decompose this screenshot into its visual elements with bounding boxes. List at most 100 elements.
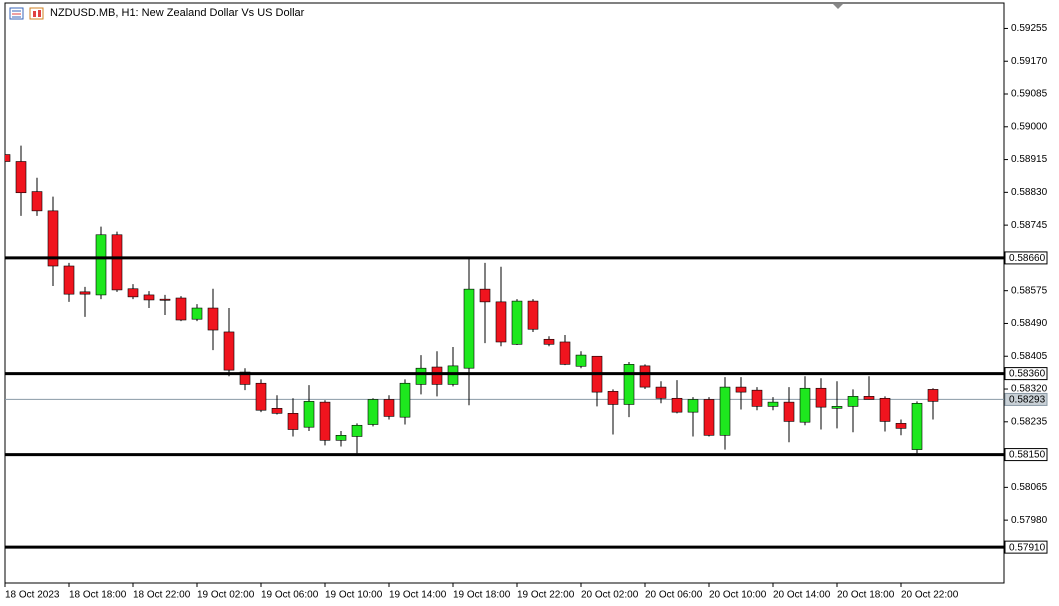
y-tick-label: 0.58830: [1011, 187, 1048, 198]
x-tick-label: 18 Oct 22:00: [133, 590, 191, 601]
y-tick-label: 0.59085: [1011, 89, 1048, 100]
x-tick-label: 18 Oct 2023: [5, 590, 60, 601]
y-tick-label: 0.58915: [1011, 154, 1048, 165]
candle-body: [47, 210, 59, 267]
y-tick-label: 0.59000: [1011, 121, 1048, 132]
shift-marker: [833, 4, 843, 9]
candle-body: [143, 294, 155, 301]
candle-body: [31, 191, 43, 212]
level-label-box: [1004, 367, 1048, 381]
y-tick-label: 0.59255: [1011, 23, 1048, 34]
candle-body: [319, 401, 331, 441]
candle-body: [15, 161, 27, 194]
plot: [5, 145, 1004, 454]
candle-body: [383, 399, 395, 417]
candle-body: [255, 382, 267, 411]
candle-body: [927, 389, 939, 402]
candle-body: [5, 154, 11, 162]
candle-body: [767, 401, 779, 407]
x-tick-label: 19 Oct 14:00: [389, 590, 447, 601]
level-label: 0.58360: [1009, 369, 1046, 380]
candle-body: [735, 386, 747, 393]
candle-body: [399, 382, 411, 418]
x-tick-label: 20 Oct 14:00: [773, 590, 831, 601]
candle-body: [511, 300, 523, 345]
candle-body: [703, 399, 715, 436]
candle-body: [863, 396, 875, 400]
level-label: 0.57910: [1009, 542, 1046, 553]
x-tick-label: 19 Oct 06:00: [261, 590, 319, 601]
current-price-box: [1004, 392, 1048, 406]
candle-body: [367, 399, 379, 425]
candle-body: [799, 387, 811, 423]
candle-body: [159, 298, 171, 301]
y-tick-label: 0.58065: [1011, 482, 1048, 493]
y-tick-label: 0.58320: [1011, 384, 1048, 395]
candle-body: [239, 371, 251, 385]
candle-body: [303, 401, 315, 428]
y-tick-label: 0.58235: [1011, 416, 1048, 427]
x-tick-label: 19 Oct 10:00: [325, 590, 383, 601]
candle-body: [879, 397, 891, 422]
current-price-label: 0.58293: [1009, 395, 1046, 406]
candle-body: [415, 367, 427, 385]
candle-body: [463, 288, 475, 369]
candle-body: [719, 386, 731, 436]
candle-body: [447, 365, 459, 385]
candle-body: [207, 307, 219, 331]
y-tick-label: 0.58490: [1011, 318, 1048, 329]
x-tick-label: 18 Oct 18:00: [69, 590, 127, 601]
level-label: 0.58150: [1009, 450, 1046, 461]
candle-body: [175, 297, 187, 321]
y-tick-label: 0.57980: [1011, 515, 1048, 526]
level-label-box: [1004, 251, 1048, 265]
x-tick-label: 19 Oct 18:00: [453, 590, 511, 601]
candle-body: [495, 301, 507, 343]
candle-body: [79, 291, 91, 295]
candle-body: [751, 389, 763, 407]
candle-body: [351, 424, 363, 437]
y-tick-label: 0.58405: [1011, 351, 1048, 362]
candle-body: [479, 288, 491, 303]
candle-body: [687, 399, 699, 413]
candle-body: [623, 364, 635, 405]
candle-body: [911, 402, 923, 450]
candle-body: [527, 300, 539, 330]
candle-body: [639, 365, 651, 388]
y-tick-label: 0.59170: [1011, 56, 1048, 67]
chart-title: NZDUSD.MB, H1: New Zealand Dollar Vs US …: [50, 7, 305, 19]
candle-body: [223, 331, 235, 371]
x-tick-label: 20 Oct 06:00: [645, 590, 703, 601]
candle-body: [111, 234, 123, 291]
level-label: 0.58660: [1009, 253, 1046, 264]
x-tick-label: 20 Oct 02:00: [581, 590, 639, 601]
candle-body: [895, 423, 907, 429]
y-tick-label: 0.58575: [1011, 285, 1048, 296]
candle-body: [543, 338, 555, 345]
level-label-box: [1004, 448, 1048, 462]
x-tick-label: 20 Oct 10:00: [709, 590, 767, 601]
x-tick-label: 20 Oct 22:00: [901, 590, 959, 601]
x-tick-label: 19 Oct 02:00: [197, 590, 255, 601]
x-tick-label: 20 Oct 18:00: [837, 590, 895, 601]
candle-body: [287, 413, 299, 430]
x-tick-label: 19 Oct 22:00: [517, 590, 575, 601]
candle-body: [607, 391, 619, 405]
plot-frame: [4, 2, 1005, 584]
candle-body: [847, 396, 859, 407]
candle-body: [127, 288, 139, 298]
candle-body: [783, 401, 795, 422]
candle-body: [191, 307, 203, 320]
symbol-icon: [9, 7, 44, 20]
candle-body: [671, 397, 683, 413]
candle-body: [575, 354, 587, 367]
candle-body: [95, 234, 107, 296]
level-label-box: [1004, 540, 1048, 554]
candle-body: [63, 265, 75, 295]
candle-body: [655, 386, 667, 399]
candle-body: [335, 435, 347, 441]
candle-body: [431, 366, 443, 385]
y-tick-label: 0.58745: [1011, 220, 1048, 231]
candle-body: [815, 387, 827, 408]
